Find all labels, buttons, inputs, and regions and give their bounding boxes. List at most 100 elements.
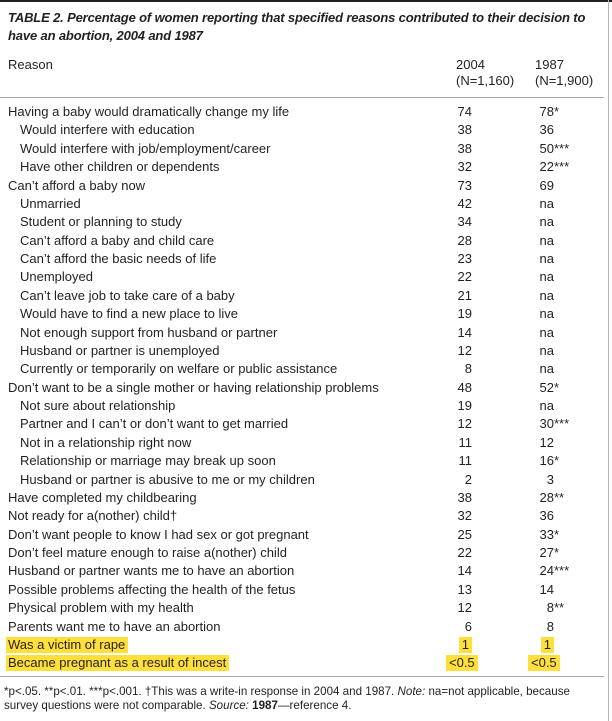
reason-label: Unmarried bbox=[20, 195, 81, 211]
table-row: Have other children or dependents 32 22*… bbox=[0, 158, 604, 176]
value-2004: <0.5 bbox=[446, 654, 478, 672]
reason-label: Can’t afford a baby and child care bbox=[20, 232, 215, 248]
table-row: Partner and I can’t or don’t want to get… bbox=[0, 415, 604, 433]
value-1987: na bbox=[539, 342, 554, 358]
table-row: Not enough support from husband or partn… bbox=[0, 324, 604, 342]
reason-cell: Partner and I can’t or don’t want to get… bbox=[0, 415, 441, 433]
value-1987-cell: 22*** bbox=[520, 158, 604, 176]
reason-cell: Have other children or dependents bbox=[0, 158, 441, 176]
table-row: Can’t afford a baby and child care 28 na bbox=[0, 232, 604, 250]
value-2004-cell: 14 bbox=[441, 324, 520, 342]
reason-label: Can’t afford a baby now bbox=[8, 177, 146, 193]
value-2004-cell: 1 bbox=[441, 636, 520, 654]
value-1987: na bbox=[539, 287, 554, 303]
value-1987-cell: na bbox=[520, 342, 604, 360]
value-1987: na bbox=[539, 361, 554, 377]
value-1987: 27 bbox=[539, 545, 554, 560]
reason-cell: Currently or temporarily on welfare or p… bbox=[0, 360, 441, 378]
table-body: Having a baby would dramatically change … bbox=[0, 98, 604, 677]
value-2004: 12 bbox=[457, 342, 472, 358]
value-1987: na bbox=[539, 306, 554, 322]
value-2004-cell: 38 bbox=[441, 489, 520, 507]
table-row: Currently or temporarily on welfare or p… bbox=[0, 360, 604, 378]
table-row: Would interfere with job/employment/care… bbox=[0, 140, 604, 158]
footnote-significance-text: *p<.05. **p<.01. ***p<.001. †This was a … bbox=[4, 684, 395, 698]
value-1987-cell: 36 bbox=[520, 507, 604, 525]
value-1987: 22 bbox=[539, 159, 554, 175]
value-1987-cell: na bbox=[520, 360, 604, 378]
column-header-2004: 2004 (N=1,160) bbox=[441, 57, 520, 98]
value-2004-cell: 8 bbox=[441, 360, 520, 378]
value-1987: 24 bbox=[539, 563, 554, 579]
reason-cell: Would interfere with education bbox=[0, 121, 441, 139]
table-row: Student or planning to study 34 na bbox=[0, 213, 604, 231]
value-2004: 74 bbox=[457, 104, 472, 119]
value-1987-cell: 30*** bbox=[520, 415, 604, 433]
value-1987: 3 bbox=[546, 471, 554, 487]
reason-label: Became pregnant as a result of incest bbox=[6, 655, 230, 672]
value-2004: 12 bbox=[457, 600, 472, 616]
value-2004-cell: 38 bbox=[441, 140, 520, 158]
value-2004-cell: 14 bbox=[441, 562, 520, 580]
value-1987-cell: na bbox=[520, 232, 604, 250]
reason-label: Would interfere with education bbox=[20, 122, 195, 138]
reason-label: Don’t want to be a single mother or havi… bbox=[8, 379, 379, 395]
value-2004-cell: 28 bbox=[441, 232, 520, 250]
value-2004: 8 bbox=[464, 361, 472, 377]
value-1987-cell: 8 bbox=[520, 618, 604, 636]
value-2004-cell: <0.5 bbox=[441, 654, 520, 676]
table-row: Can’t afford a baby now 73 69 bbox=[0, 177, 604, 195]
table-row: Don’t want to be a single mother or havi… bbox=[0, 379, 604, 397]
value-2004-cell: 11 bbox=[441, 434, 520, 452]
value-1987: 8 bbox=[546, 600, 554, 616]
table-row: Not in a relationship right now 11 12 bbox=[0, 434, 604, 452]
value-1987-cell: na bbox=[520, 250, 604, 268]
value-2004: 11 bbox=[458, 453, 473, 469]
reason-label: Not enough support from husband or partn… bbox=[20, 324, 278, 340]
value-1987: 8 bbox=[546, 618, 554, 634]
significance-marker: ** bbox=[554, 600, 565, 616]
value-1987: 50 bbox=[539, 140, 554, 156]
reason-cell: Having a baby would dramatically change … bbox=[0, 98, 441, 122]
value-1987: 12 bbox=[539, 434, 554, 450]
value-2004-cell: 6 bbox=[441, 618, 520, 636]
value-2004: 6 bbox=[464, 618, 472, 634]
reason-label: Partner and I can’t or don’t want to get… bbox=[20, 416, 289, 432]
reason-label: Currently or temporarily on welfare or p… bbox=[20, 361, 338, 377]
reason-cell: Unemployed bbox=[0, 268, 441, 286]
reason-cell: Not enough support from husband or partn… bbox=[0, 324, 441, 342]
value-2004-cell: 13 bbox=[441, 581, 520, 599]
reason-cell: Became pregnant as a result of incest bbox=[0, 654, 441, 676]
reason-cell: Have completed my childbearing bbox=[0, 489, 441, 507]
reason-cell: Physical problem with my health bbox=[0, 599, 441, 617]
value-1987: na bbox=[539, 324, 554, 340]
reason-cell: Possible problems affecting the health o… bbox=[0, 581, 441, 599]
table-row: Don’t want people to know I had sex or g… bbox=[0, 526, 604, 544]
value-1987: 30 bbox=[539, 416, 554, 432]
value-2004: 19 bbox=[457, 306, 472, 322]
reason-label: Not sure about relationship bbox=[20, 398, 176, 413]
reason-label: Not ready for a(nother) child† bbox=[8, 508, 178, 524]
value-2004-cell: 23 bbox=[441, 250, 520, 268]
value-2004: 22 bbox=[457, 269, 472, 285]
value-2004: 22 bbox=[457, 545, 472, 560]
reason-cell: Don’t want to be a single mother or havi… bbox=[0, 379, 441, 397]
year-2004-label: 2004 bbox=[456, 57, 485, 72]
value-2004-cell: 38 bbox=[441, 121, 520, 139]
table-title: TABLE 2. Percentage of women reporting t… bbox=[8, 10, 586, 43]
value-2004-cell: 32 bbox=[441, 507, 520, 525]
reason-label: Student or planning to study bbox=[20, 214, 182, 230]
value-2004-cell: 42 bbox=[441, 195, 520, 213]
value-2004-cell: 74 bbox=[441, 98, 520, 122]
footnote: *p<.05. **p<.01. ***p<.001. †This was a … bbox=[4, 685, 602, 714]
value-1987-cell: 52* bbox=[520, 379, 604, 397]
reason-label: Have other children or dependents bbox=[20, 159, 220, 175]
top-rule bbox=[0, 0, 612, 2]
value-2004-cell: 19 bbox=[441, 397, 520, 415]
value-2004: 14 bbox=[457, 324, 472, 340]
reason-cell: Not sure about relationship bbox=[0, 397, 441, 415]
value-1987: 28 bbox=[539, 489, 554, 505]
reason-cell: Was a victim of rape bbox=[0, 636, 441, 654]
significance-marker: * bbox=[554, 545, 560, 560]
reason-label: Possible problems affecting the health o… bbox=[8, 581, 296, 597]
